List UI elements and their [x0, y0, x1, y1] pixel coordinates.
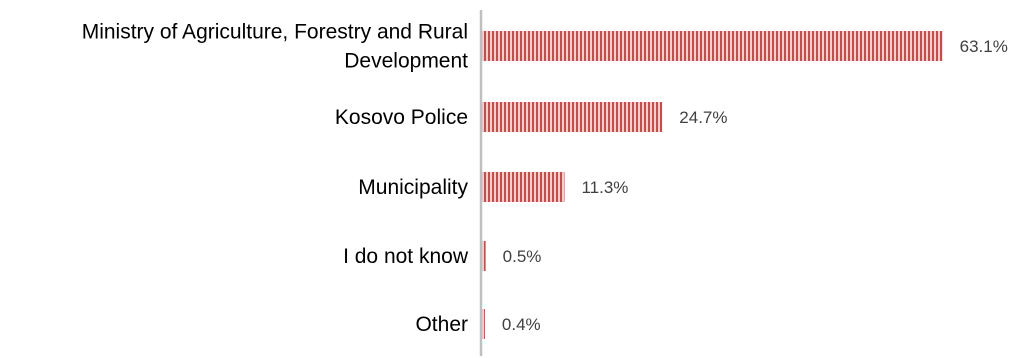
- value-label-4: 0.4%: [502, 315, 541, 334]
- bar-3: [482, 241, 486, 271]
- value-label-0: 63.1%: [960, 37, 1008, 56]
- category-labels-group: Ministry of Agriculture, Forestry and Ru…: [82, 21, 469, 337]
- category-label-0-line-0: Ministry of Agriculture, Forestry and Ru…: [82, 21, 468, 44]
- category-label-1-line-0: Kosovo Police: [335, 106, 468, 129]
- category-label-0-line-1: Development: [344, 50, 468, 73]
- value-label-3: 0.5%: [503, 247, 542, 266]
- bar-2: [482, 172, 565, 202]
- bar-1: [482, 102, 663, 132]
- category-label-4-line-0: Other: [415, 313, 468, 336]
- bar-0: [482, 31, 943, 61]
- bar-4: [482, 309, 485, 339]
- value-label-2: 11.3%: [581, 178, 628, 197]
- value-label-1: 24.7%: [679, 108, 727, 127]
- category-label-3-line-0: I do not know: [343, 245, 469, 268]
- bars-group: [482, 31, 943, 339]
- value-labels-group: 63.1% 24.7% 11.3% 0.5% 0.4%: [502, 37, 1008, 334]
- category-label-2-line-0: Municipality: [358, 176, 468, 199]
